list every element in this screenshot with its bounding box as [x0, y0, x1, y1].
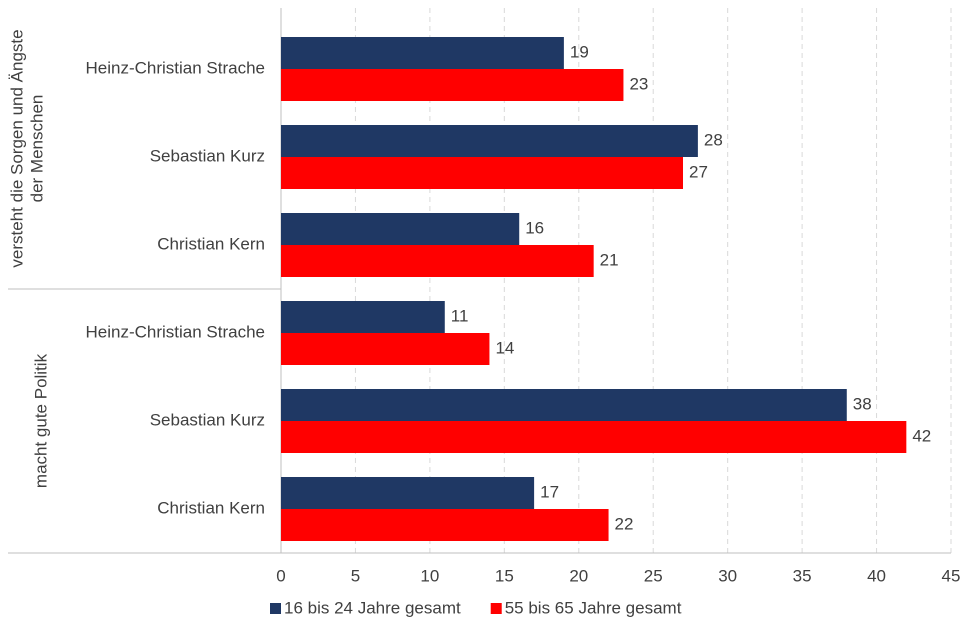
data-label: 17 [540, 482, 559, 501]
bar [281, 37, 564, 69]
bar [281, 245, 594, 277]
bar [281, 69, 624, 101]
y-tick-label: Heinz-Christian Strache [85, 322, 265, 341]
data-label: 11 [451, 306, 469, 325]
bar [281, 157, 683, 189]
bar [281, 301, 445, 333]
legend-label: 16 bis 24 Jahre gesamt [284, 598, 461, 617]
data-label: 27 [689, 162, 708, 181]
group-label: der Menschen [27, 95, 46, 203]
y-tick-label: Christian Kern [157, 234, 265, 253]
data-label: 19 [570, 42, 589, 61]
x-tick-label: 10 [420, 566, 439, 585]
x-tick-label: 25 [644, 566, 663, 585]
data-label: 23 [629, 74, 648, 93]
data-label: 28 [704, 130, 723, 149]
data-label: 38 [853, 394, 872, 413]
x-tick-label: 40 [867, 566, 886, 585]
group-label: versteht die Sorgen und Ängste [7, 29, 26, 267]
legend-label: 55 bis 65 Jahre gesamt [505, 598, 682, 617]
legend-swatch [270, 603, 281, 614]
x-tick-label: 0 [276, 566, 285, 585]
bar [281, 477, 535, 509]
bar [281, 509, 609, 541]
x-tick-label: 35 [793, 566, 812, 585]
data-label: 21 [600, 250, 619, 269]
x-tick-label: 5 [351, 566, 360, 585]
y-tick-label: Christian Kern [157, 498, 265, 517]
bar [281, 389, 847, 421]
data-label: 22 [615, 514, 634, 533]
x-tick-label: 45 [942, 566, 961, 585]
group-label: macht gute Politik [31, 353, 50, 488]
data-label: 16 [525, 218, 544, 237]
legend-swatch [490, 603, 502, 614]
bar [281, 333, 490, 365]
y-tick-label: Sebastian Kurz [150, 410, 265, 429]
data-label: 14 [495, 338, 514, 357]
bar [281, 213, 520, 245]
x-tick-label: 30 [718, 566, 737, 585]
bar [281, 421, 907, 453]
data-label: 42 [912, 426, 931, 445]
x-tick-label: 15 [495, 566, 514, 585]
y-tick-label: Heinz-Christian Strache [85, 58, 265, 77]
bar [281, 125, 698, 157]
y-tick-label: Sebastian Kurz [150, 146, 265, 165]
x-tick-label: 20 [569, 566, 588, 585]
